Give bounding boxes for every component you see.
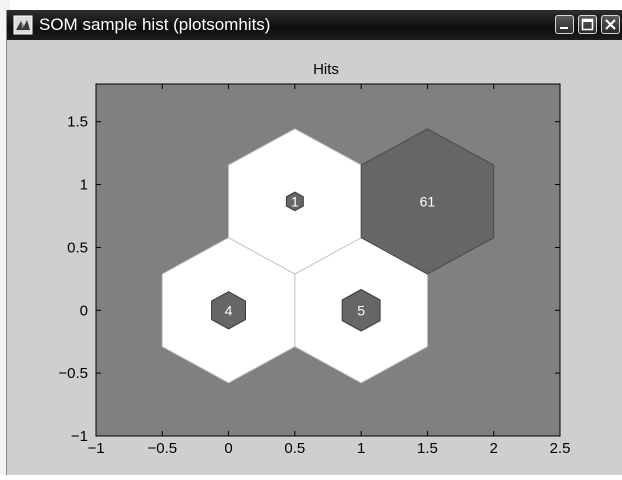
y-tick-label: −0.5 [58,365,88,382]
hit-count-label: 5 [357,302,365,318]
x-tick-label: −1 [87,440,104,457]
close-icon [605,19,616,30]
neuron-hexagon [360,128,495,275]
y-tick-label: 0.5 [67,239,88,256]
close-button[interactable] [601,15,620,34]
figure-canvas: Hits 4 5 1 61 −1 −0.5 0 0.5 1 1.5 2 2.5 −1 −0.5 0 0.5… [7,40,622,475]
neuron-cell: 4 [161,237,296,384]
hit-marker [211,291,246,330]
y-tick-label: −1 [71,428,88,445]
x-tick-label: 0 [224,440,232,457]
hit-count-label: 4 [225,302,233,318]
x-tick-label: 2 [490,440,498,457]
y-tick-label: 1.5 [67,114,88,131]
hit-count-label: 1 [291,193,299,209]
neuron-cell: 61 [360,128,495,275]
maximize-icon [581,18,594,31]
hit-marker [285,191,304,212]
x-tick-label: 1.5 [417,440,438,457]
hits-plot[interactable]: Hits 4 5 1 61 −1 −0.5 0 0.5 1 1.5 2 2.5 −1 −0.5 0 0.5… [7,40,622,475]
minimize-button[interactable] [555,15,574,34]
minimize-icon [560,27,568,29]
hit-count-label: 61 [420,193,436,209]
title-bar[interactable]: SOM sample hist (plotsomhits) [7,10,622,40]
x-tick-label: 1 [357,440,365,457]
chart-title: Hits [313,61,339,78]
figure-window: SOM sample hist (plotsomhits) Hits 4 5 1 61… [6,10,622,475]
x-tick-label: 2.5 [550,440,571,457]
x-tick-label: −0.5 [147,440,177,457]
x-tick-label: 0.5 [284,440,305,457]
matlab-figure-icon [13,15,33,35]
background-window-edge [0,0,10,475]
y-tick-label: 1 [80,177,88,194]
maximize-button[interactable] [578,15,597,34]
hit-marker [341,288,381,332]
y-tick-label: 0 [80,302,88,319]
window-title: SOM sample hist (plotsomhits) [39,15,271,34]
